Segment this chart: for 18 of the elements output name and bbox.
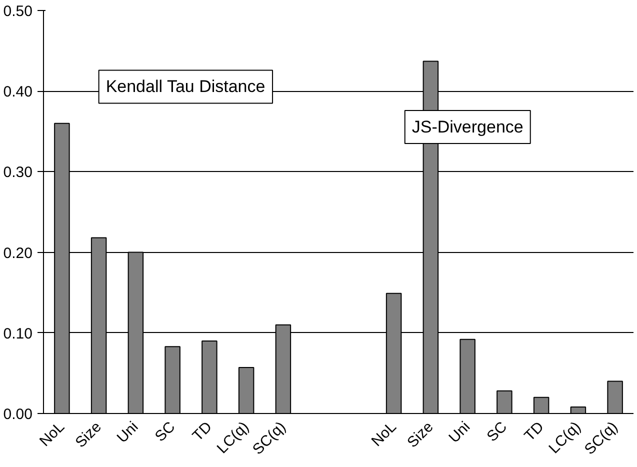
y-tick-label: 0.40 — [3, 84, 33, 101]
x-tick-label: Uni — [114, 418, 142, 446]
x-tick-label: NoL — [36, 418, 68, 450]
x-tick-label: Uni — [446, 418, 474, 446]
x-tick-label: TD — [189, 418, 216, 445]
x-tick-label: Size — [72, 418, 105, 452]
x-tick-label: SC — [152, 418, 179, 446]
annotation: JS-Divergence — [412, 117, 524, 136]
annotation: Kendall Tau Distance — [106, 77, 266, 96]
x-tick-label: TD — [521, 418, 548, 445]
y-tick-label: 0.00 — [3, 406, 33, 423]
y-tick-label: 0.10 — [3, 325, 33, 342]
y-tick-label: 0.20 — [3, 244, 33, 262]
y-tick-label: 0.50 — [3, 3, 33, 20]
x-tick-label: NoL — [368, 418, 400, 450]
x-tick-label: Size — [404, 418, 437, 452]
y-tick-label: 0.30 — [3, 164, 33, 182]
x-tick-label: SC — [484, 418, 511, 446]
